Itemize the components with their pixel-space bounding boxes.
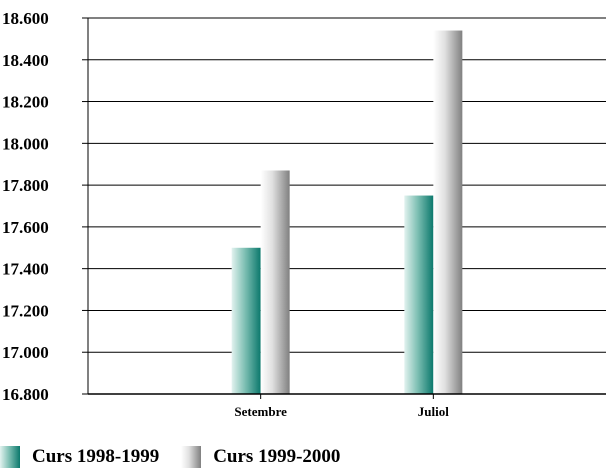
x-category-label: Juliol <box>418 404 449 419</box>
y-tick-label: 17.000 <box>2 343 49 362</box>
y-tick-label: 17.600 <box>2 218 49 237</box>
legend-swatch-series-1 <box>0 446 20 468</box>
y-tick-label: 18.400 <box>2 51 49 70</box>
legend-swatch-series-2 <box>181 446 202 468</box>
y-tick-label: 17.400 <box>2 260 49 279</box>
legend-label-series-2: Curs 1999-2000 <box>213 446 341 467</box>
y-tick-label: 18.000 <box>2 134 49 153</box>
legend: Curs 1998-1999 Curs 1999-2000 <box>0 444 362 470</box>
bar-juliol-series-2 <box>433 30 463 395</box>
legend-item-series-1: Curs 1998-1999 <box>0 446 159 468</box>
legend-item-series-2: Curs 1999-2000 <box>181 446 340 468</box>
y-tick-label: 18.600 <box>2 9 49 28</box>
y-tick-label: 17.800 <box>2 176 49 195</box>
bar-juliol-series-1 <box>404 195 434 394</box>
y-tick-label: 18.200 <box>2 93 49 112</box>
bar-chart: 16.800 17.000 17.200 17.400 17.600 17.800 18.0… <box>2 9 606 419</box>
y-tick-label: 17.200 <box>2 301 49 320</box>
y-tick-label: 16.800 <box>2 385 49 404</box>
bar-setembre-series-1 <box>231 247 261 394</box>
x-category-label: Setembre <box>234 404 287 419</box>
bar-setembre-series-2 <box>260 170 290 394</box>
legend-label-series-1: Curs 1998-1999 <box>32 446 160 467</box>
